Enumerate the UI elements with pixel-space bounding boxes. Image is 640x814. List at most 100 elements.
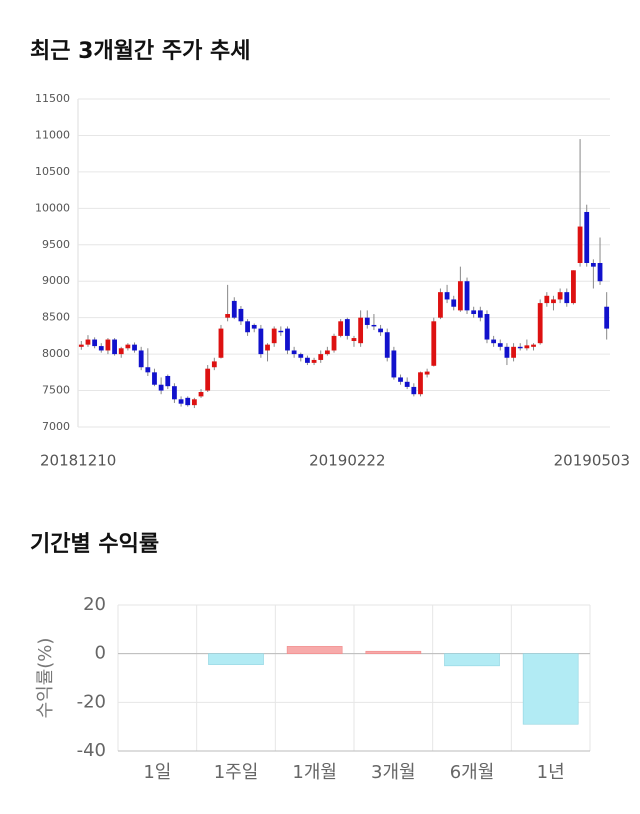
candle-body bbox=[358, 317, 364, 344]
candle-body bbox=[371, 324, 377, 327]
x-tick-label: 6개월 bbox=[450, 762, 495, 783]
candle-body bbox=[324, 350, 330, 355]
candle-body bbox=[491, 339, 497, 344]
candle-body bbox=[364, 317, 370, 325]
candle-body bbox=[172, 386, 177, 400]
y-tick-label: 11500 bbox=[35, 92, 70, 105]
candle-body bbox=[138, 350, 144, 368]
candle-body bbox=[178, 399, 184, 404]
candle-body bbox=[291, 350, 297, 355]
x-tick-label: 1개월 bbox=[292, 762, 337, 783]
y-tick-label: 8000 bbox=[42, 347, 70, 360]
candle-body bbox=[245, 321, 250, 333]
candle-body bbox=[484, 314, 490, 340]
candle-body bbox=[185, 397, 191, 406]
candle-body bbox=[112, 339, 117, 355]
candle-body bbox=[590, 263, 596, 267]
candle-body bbox=[271, 328, 277, 344]
y-tick-label: 10500 bbox=[35, 165, 70, 178]
candle-body bbox=[165, 375, 171, 387]
candle-body bbox=[198, 392, 204, 397]
candle-body bbox=[132, 344, 137, 351]
candle-body bbox=[557, 292, 563, 300]
candle-body bbox=[265, 344, 270, 351]
candle-body bbox=[524, 345, 530, 349]
candle-body bbox=[211, 361, 217, 368]
x-tick-label: 1주일 bbox=[214, 762, 259, 783]
candle-body bbox=[85, 339, 91, 345]
candle-body bbox=[338, 321, 344, 336]
candle-body bbox=[424, 371, 430, 375]
bar bbox=[365, 650, 422, 654]
candle-body bbox=[544, 295, 550, 304]
candle-body bbox=[218, 328, 224, 358]
candle-body bbox=[311, 359, 317, 363]
candle-body bbox=[238, 308, 244, 322]
y-axis-label: 수익률(%) bbox=[35, 638, 56, 719]
candle-body bbox=[278, 330, 284, 333]
candle-body bbox=[531, 344, 536, 347]
candle-body bbox=[158, 384, 164, 391]
candle-body bbox=[318, 354, 324, 360]
candle-body bbox=[391, 350, 397, 378]
y-tick-label: 9000 bbox=[42, 274, 70, 287]
candle-body bbox=[78, 344, 84, 347]
candle-body bbox=[231, 300, 237, 318]
candle-body bbox=[597, 263, 603, 282]
candle-body bbox=[471, 310, 477, 315]
y-tick-label: 20 bbox=[83, 594, 106, 615]
y-tick-label: -20 bbox=[77, 691, 106, 712]
candle-body bbox=[205, 368, 211, 391]
candle-body bbox=[564, 292, 570, 304]
candle-body bbox=[105, 339, 111, 351]
candle-body bbox=[418, 372, 423, 395]
y-tick-label: 7000 bbox=[42, 420, 70, 433]
chart-title: 최근 3개월간 주가 추세 bbox=[30, 39, 250, 64]
candle-body bbox=[285, 328, 290, 351]
candle-body bbox=[537, 303, 543, 344]
candle-body bbox=[331, 335, 337, 351]
candle-body bbox=[451, 299, 457, 307]
candle-body bbox=[145, 367, 151, 373]
candle-body bbox=[118, 348, 124, 355]
candle-body bbox=[125, 344, 131, 349]
candle-body bbox=[298, 354, 304, 358]
candle-body bbox=[92, 339, 98, 347]
x-tick-label: 3개월 bbox=[371, 762, 416, 783]
candle-body bbox=[98, 346, 104, 351]
x-tick-label: 20190222 bbox=[309, 452, 385, 470]
candle-body bbox=[497, 343, 503, 347]
candle-body bbox=[457, 281, 463, 311]
candle-body bbox=[431, 321, 437, 366]
candle-body bbox=[577, 226, 583, 263]
y-tick-label: 9500 bbox=[42, 238, 70, 251]
candle-body bbox=[191, 399, 197, 406]
candle-body bbox=[251, 324, 257, 329]
candle-body bbox=[404, 381, 410, 387]
candle-body bbox=[378, 328, 383, 333]
bar bbox=[286, 646, 343, 654]
candle-body bbox=[384, 332, 390, 358]
candle-body bbox=[225, 314, 231, 318]
candle-body bbox=[517, 346, 523, 349]
y-tick-label: -40 bbox=[77, 740, 106, 761]
x-tick-label: 1일 bbox=[143, 762, 171, 783]
candle-body bbox=[258, 328, 264, 355]
candle-body bbox=[584, 211, 590, 263]
candle-body bbox=[344, 319, 350, 336]
candle-body bbox=[504, 346, 510, 358]
y-tick-label: 10000 bbox=[35, 201, 70, 214]
x-tick-label: 20190503 bbox=[554, 452, 630, 470]
candle-body bbox=[444, 292, 450, 300]
candle-body bbox=[477, 310, 483, 318]
y-tick-label: 0 bbox=[95, 643, 106, 664]
candle-body bbox=[551, 299, 556, 304]
candle-body bbox=[438, 292, 443, 318]
candle-body bbox=[511, 346, 516, 358]
candle-body bbox=[152, 372, 157, 385]
candle-body bbox=[351, 338, 357, 341]
x-tick-label: 1년 bbox=[537, 762, 565, 783]
y-tick-label: 7500 bbox=[42, 384, 70, 397]
bar bbox=[522, 653, 579, 725]
